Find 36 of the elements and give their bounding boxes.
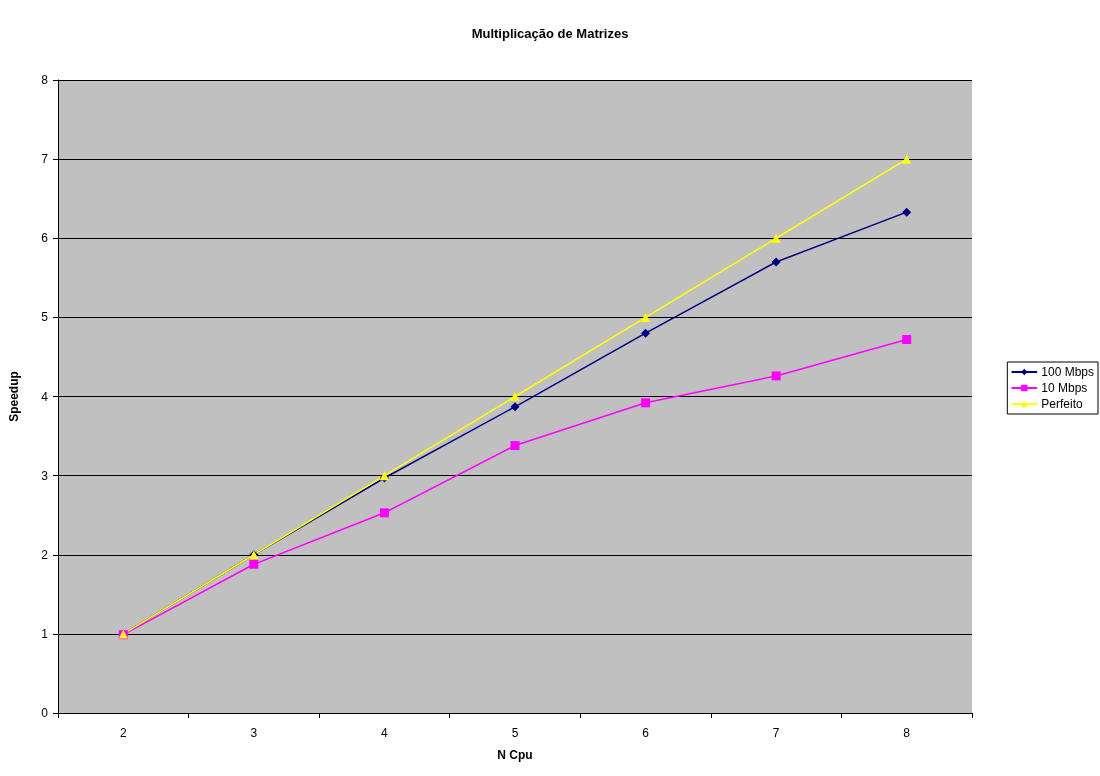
y-tick-label: 8 [41, 73, 49, 87]
point [902, 154, 912, 164]
point [510, 441, 520, 451]
point [510, 402, 520, 412]
y-tick-label: 6 [41, 231, 49, 246]
legend-label: 10 Mbps [1041, 381, 1088, 395]
point [641, 328, 651, 338]
y-tick-label: 4 [41, 389, 49, 404]
x-tick-label: 7 [772, 726, 780, 740]
legend-label: 100 Mbps [1041, 365, 1094, 379]
point [771, 371, 781, 381]
y-tick-label: 0 [41, 706, 49, 720]
y-tick-label: 3 [41, 468, 49, 483]
x-tick-label: 2 [119, 726, 127, 740]
point [510, 392, 520, 401]
point [641, 312, 651, 322]
y-tick-label: 1 [41, 626, 49, 641]
x-axis-title: N Cpu [497, 748, 533, 762]
point [771, 257, 781, 267]
chart-title: Multiplicação de Matrizes [471, 26, 629, 41]
x-tick-label: 6 [642, 726, 650, 740]
x-tick-label: 5 [511, 726, 519, 740]
point [902, 335, 912, 345]
y-axis-title: Speedup [7, 371, 21, 422]
x-tick-label: 3 [250, 726, 258, 740]
point [249, 559, 259, 569]
point [902, 207, 912, 217]
point [771, 233, 781, 243]
legend-label: Perfeito [1041, 397, 1083, 411]
x-tick-label: 8 [903, 726, 911, 740]
y-tick-label: 7 [41, 152, 49, 167]
point [641, 398, 651, 408]
y-tick-label: 2 [41, 547, 49, 562]
point [379, 508, 389, 518]
y-tick-label: 5 [41, 310, 49, 325]
x-tick-label: 4 [381, 726, 389, 740]
